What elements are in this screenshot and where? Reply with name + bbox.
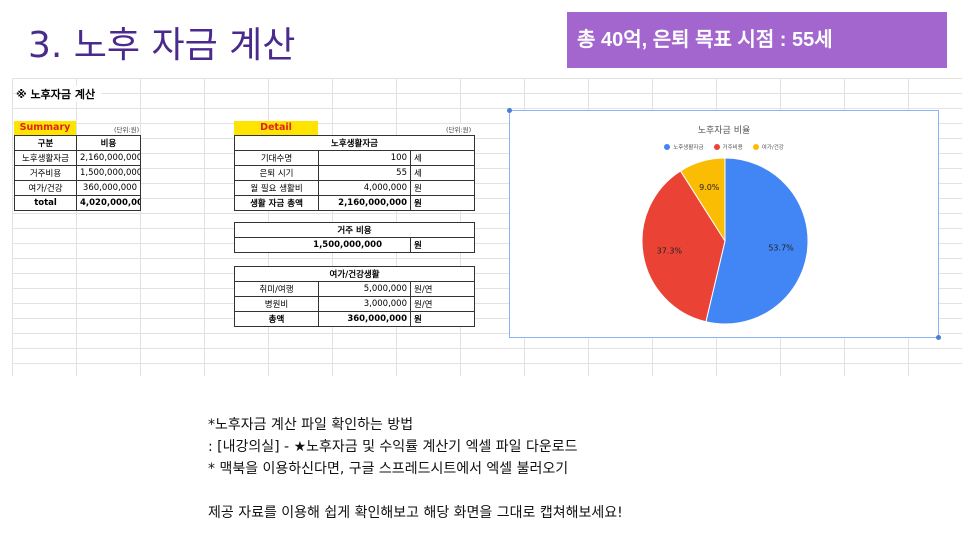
legend-dot-icon xyxy=(713,144,720,150)
table-row: 여가/건강 360,000,000 xyxy=(14,180,141,196)
leisure-total-unit[interactable]: 원 xyxy=(409,311,476,327)
table-row: 병원비 3,000,000 원/연 xyxy=(234,296,476,312)
spreadsheet-area[interactable]: ※ 노후자금 계산 Summary (단위:원) 구분 비용 노후생활자금 2,… xyxy=(12,78,962,376)
living-row-unit[interactable]: 세 xyxy=(409,150,476,166)
living-row-unit[interactable]: 원 xyxy=(409,180,476,196)
legend-label: 거주비용 xyxy=(722,145,743,151)
summary-col-category[interactable]: 구분 xyxy=(14,135,77,151)
legend-label: 노후생활자금 xyxy=(673,145,704,151)
slide-title: 3. 노후 자금 계산 xyxy=(28,25,296,66)
sheet-header: ※ 노후자금 계산 xyxy=(16,86,102,102)
pie-slice[interactable] xyxy=(679,157,726,243)
leisure-row-unit[interactable]: 원/연 xyxy=(409,296,476,312)
leisure-health-table: 여가/건강생활 취미/여행 5,000,000 원/연 병원비 3,000,00… xyxy=(233,266,476,327)
instruction-line: : [내강의실] - ★노후자금 및 수익률 계산기 엑셀 파일 다운로드 xyxy=(208,439,578,455)
living-total-unit[interactable]: 원 xyxy=(409,195,476,211)
resize-handle[interactable] xyxy=(507,108,512,113)
living-total-name[interactable]: 생활 자금 총액 xyxy=(234,195,319,211)
summary-col-cost[interactable]: 비용 xyxy=(76,135,141,151)
living-row-value[interactable]: 4,000,000 xyxy=(318,180,411,196)
leisure-row-unit[interactable]: 원/연 xyxy=(409,281,476,297)
leisure-row-name[interactable]: 병원비 xyxy=(234,296,319,312)
legend-item: 거주비용 xyxy=(713,143,743,151)
pie-slice-label: 9.0% xyxy=(699,183,720,192)
summary-row-value[interactable]: 1,500,000,000 xyxy=(76,165,141,181)
legend-item: 노후생활자금 xyxy=(664,143,704,151)
summary-row-name[interactable]: 여가/건강 xyxy=(14,180,77,196)
table-row: total 4,020,000,000 xyxy=(14,195,141,211)
summary-row-name[interactable]: 거주비용 xyxy=(14,165,77,181)
summary-row-value[interactable]: 2,160,000,000 xyxy=(76,150,141,166)
pie-slice[interactable] xyxy=(705,157,809,325)
table-row: 1,500,000,000 원 xyxy=(234,237,475,253)
table-row: 총액 360,000,000 원 xyxy=(234,311,476,327)
summary-table: 구분 비용 노후생활자금 2,160,000,000 거주비용 1,500,00… xyxy=(14,135,141,211)
summary-total-value[interactable]: 4,020,000,000 xyxy=(76,195,141,211)
living-row-name[interactable]: 기대수명 xyxy=(234,150,319,166)
resize-handle[interactable] xyxy=(936,335,941,340)
housing-cost-unit[interactable]: 원 xyxy=(410,237,475,253)
table-row: 구분 비용 xyxy=(14,135,141,151)
living-expense-title[interactable]: 노후생활자금 xyxy=(233,135,476,151)
leisure-row-value[interactable]: 3,000,000 xyxy=(318,296,411,312)
living-row-name[interactable]: 월 필요 생활비 xyxy=(234,180,319,196)
summary-row-value[interactable]: 360,000,000 xyxy=(76,180,141,196)
instructions: *노후자금 계산 파일 확인하는 방법 : [내강의실] - ★노후자금 및 수… xyxy=(208,414,623,524)
chart-legend: 노후생활자금 거주비용 여가/건강 xyxy=(510,143,938,151)
living-total-value[interactable]: 2,160,000,000 xyxy=(318,195,411,211)
living-row-value[interactable]: 100 xyxy=(318,150,411,166)
table-row: 노후생활자금 2,160,000,000 xyxy=(14,150,141,166)
summary-row-name[interactable]: 노후생활자금 xyxy=(14,150,77,166)
leisure-row-name[interactable]: 취미/여행 xyxy=(234,281,319,297)
detail-unit-label: (단위:원) xyxy=(446,124,472,134)
table-row: 거주 비용 xyxy=(234,222,475,238)
legend-item: 여가/건강 xyxy=(752,143,784,151)
chart-title: 노후자금 비율 xyxy=(697,126,751,136)
legend-label: 여가/건강 xyxy=(761,145,784,151)
living-row-value[interactable]: 55 xyxy=(318,165,411,181)
table-row: 생활 자금 총액 2,160,000,000 원 xyxy=(234,195,476,211)
living-row-name[interactable]: 은퇴 시기 xyxy=(234,165,319,181)
housing-cost-value[interactable]: 1,500,000,000 xyxy=(234,237,411,253)
summary-total-name[interactable]: total xyxy=(14,195,77,211)
table-row: 노후생활자금 xyxy=(233,135,476,151)
instruction-line: * 맥북을 이용하신다면, 구글 스프레드시트에서 엑셀 불러오기 xyxy=(208,461,569,477)
pie-chart-container[interactable]: 노후자금 비율 노후생활자금 거주비용 여가/건강 53.7% 37.3% 9.0% xyxy=(507,108,941,340)
living-row-unit[interactable]: 세 xyxy=(409,165,476,181)
summary-unit-label: (단위:원) xyxy=(114,124,140,134)
legend-dot-icon xyxy=(752,144,759,150)
leisure-total-value[interactable]: 360,000,000 xyxy=(318,311,411,327)
instruction-line: 제공 자료를 이용해 쉽게 확인해보고 해당 화면을 그대로 캡쳐해보세요! xyxy=(208,505,623,521)
table-row: 은퇴 시기 55 세 xyxy=(234,165,476,181)
summary-label: Summary xyxy=(14,121,76,135)
detail-label: Detail xyxy=(234,121,318,135)
pie-slice-label: 53.7% xyxy=(768,244,794,253)
instruction-line: *노후자금 계산 파일 확인하는 방법 xyxy=(208,417,414,433)
retirement-goal-banner: 총 40억, 은퇴 목표 시점 : 55세 xyxy=(567,12,947,68)
table-row: 여가/건강생활 xyxy=(233,266,476,282)
housing-cost-title[interactable]: 거주 비용 xyxy=(234,222,475,238)
leisure-health-title[interactable]: 여가/건강생활 xyxy=(233,266,476,282)
table-row: 기대수명 100 세 xyxy=(234,150,476,166)
leisure-row-value[interactable]: 5,000,000 xyxy=(318,281,411,297)
table-row: 거주비용 1,500,000,000 xyxy=(14,165,141,181)
pie-chart[interactable]: 53.7% 37.3% 9.0% xyxy=(640,156,810,326)
legend-dot-icon xyxy=(664,144,671,150)
table-row: 취미/여행 5,000,000 원/연 xyxy=(234,281,476,297)
living-expense-table: 노후생활자금 기대수명 100 세 은퇴 시기 55 세 월 필요 생활비 4,… xyxy=(233,135,476,211)
table-row: 월 필요 생활비 4,000,000 원 xyxy=(234,180,476,196)
pie-slice-label: 37.3% xyxy=(657,246,683,255)
leisure-total-name[interactable]: 총액 xyxy=(234,311,319,327)
housing-cost-table: 거주 비용 1,500,000,000 원 xyxy=(234,222,475,253)
